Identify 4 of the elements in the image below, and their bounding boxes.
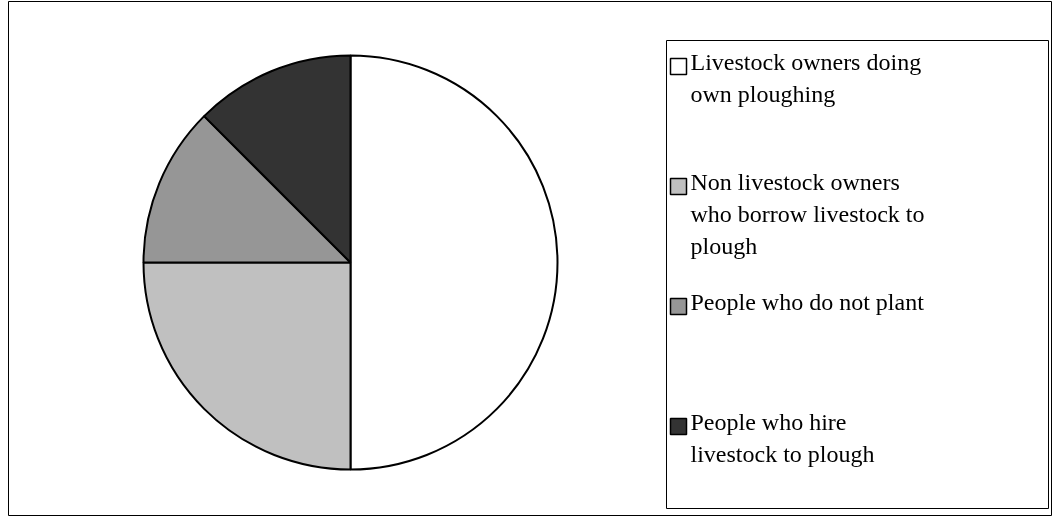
- legend-label: People who do not plant: [690, 288, 925, 315]
- legend-label: Livestock owners doing own ploughing: [690, 48, 922, 107]
- legend-label: Non livestock owners who borrow livestock to plough: [690, 168, 925, 259]
- legend-label: People who hire livestock to plough: [690, 408, 875, 467]
